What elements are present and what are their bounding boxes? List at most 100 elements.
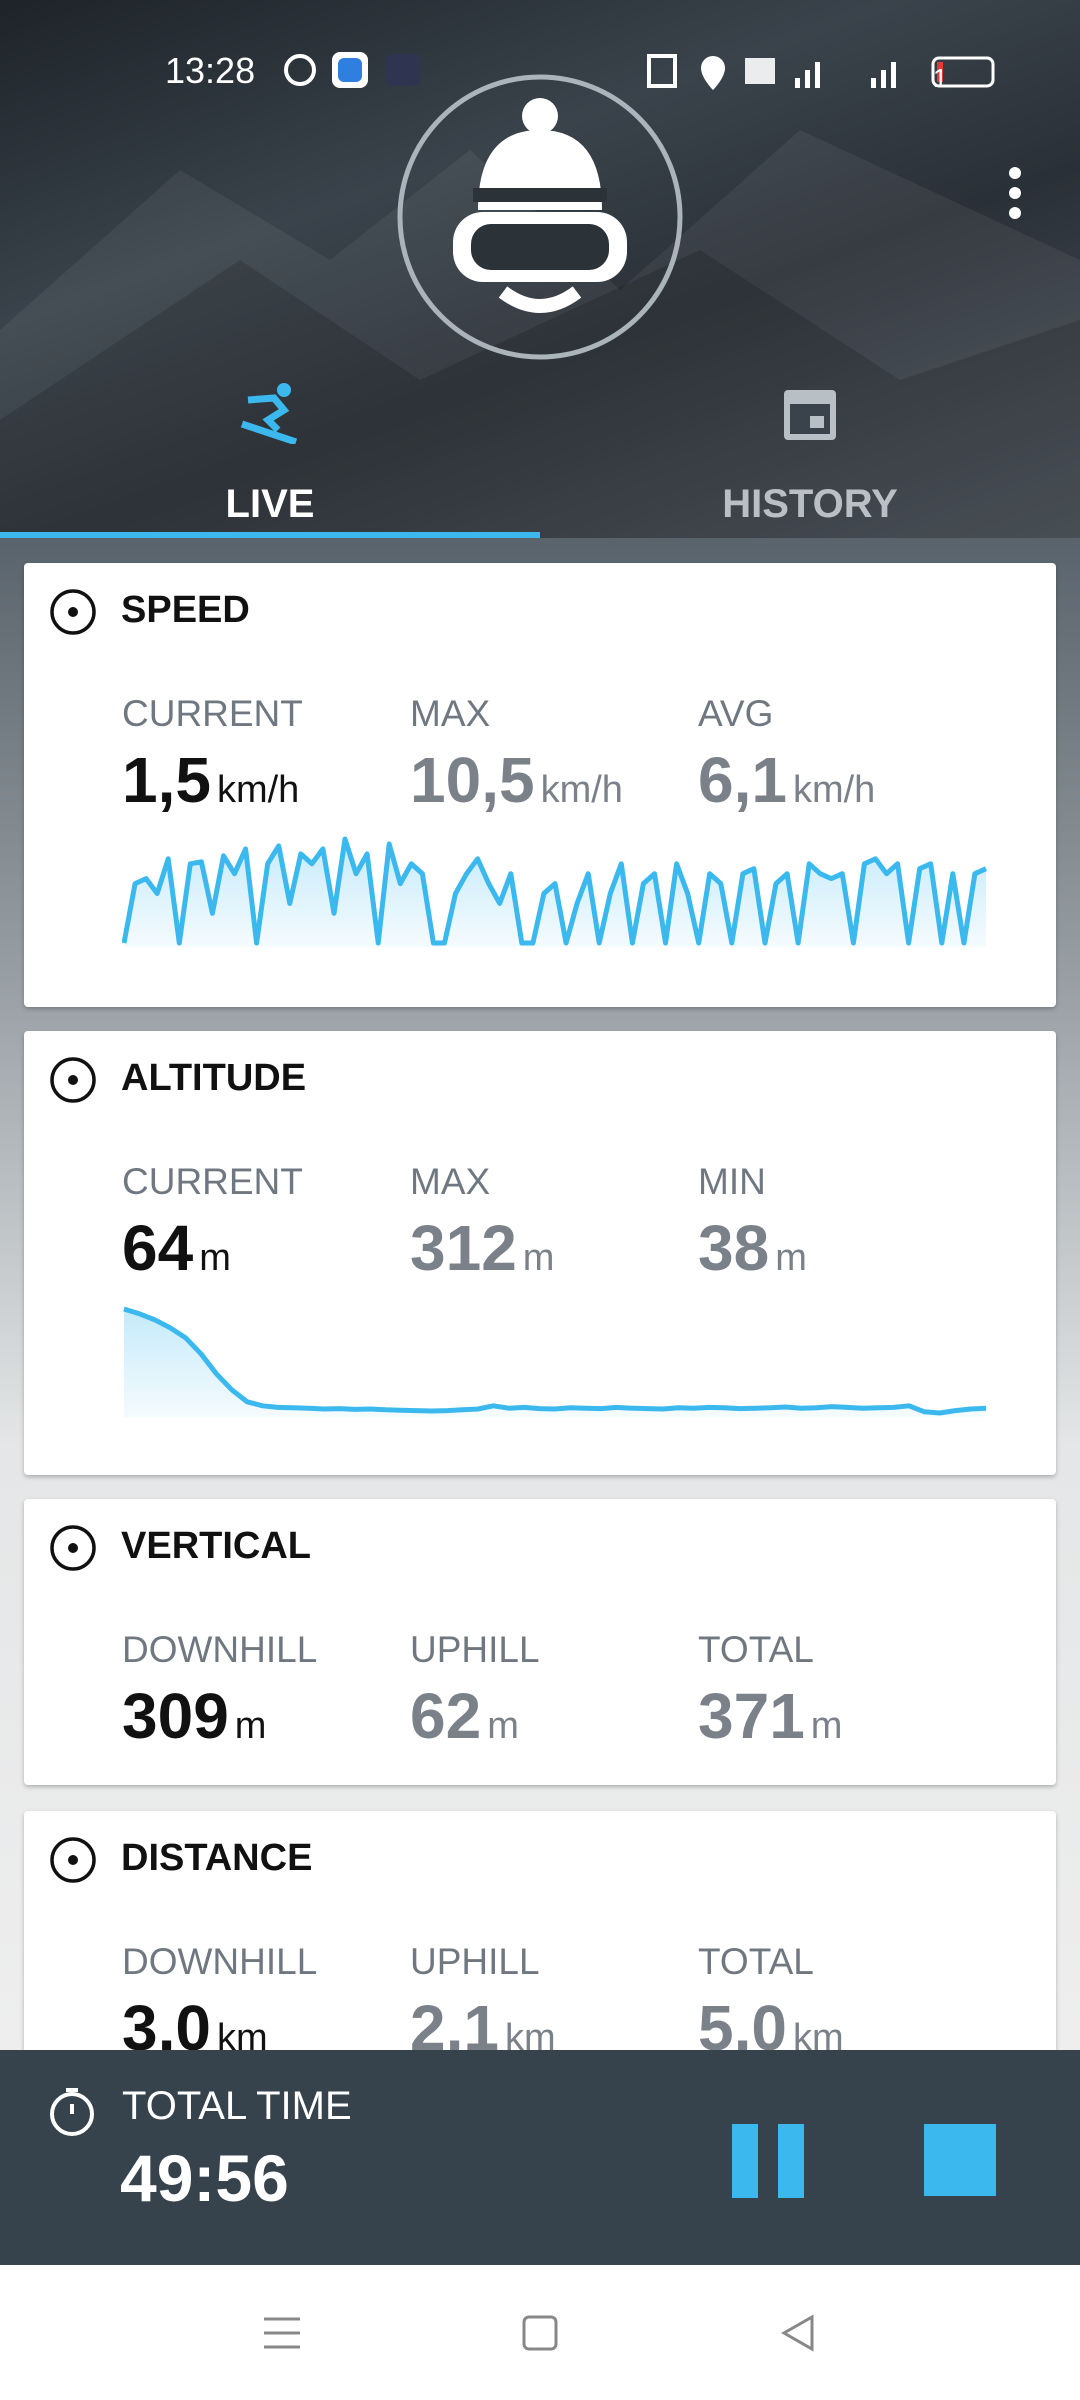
icon [815, 62, 820, 88]
mountain-shape [0, 250, 1080, 538]
system-icons [647, 54, 995, 90]
stat-label: UPHILL [410, 1629, 540, 1670]
stat-label: MIN [698, 1161, 766, 1202]
tab-live[interactable]: LIVE [0, 370, 540, 538]
stat-label: TOTAL [698, 1629, 814, 1670]
ski-icon [240, 383, 298, 444]
stat-value: 6,1 [698, 744, 787, 816]
stat-value-row: 10,5 km/h [410, 743, 690, 817]
card-title: ALTITUDE [121, 1057, 307, 1099]
icon [881, 70, 886, 88]
stat-value: 62 [410, 1680, 482, 1752]
stat-unit: m [487, 1705, 519, 1747]
stat: MAX 10,5 km/h [410, 693, 690, 817]
stat-value: 10,5 [410, 744, 535, 816]
card-icon [50, 1525, 96, 1571]
stat-value-row: 2,1 km [410, 1991, 690, 2050]
header: 13:28 1 LIVE [0, 0, 1080, 538]
stat: MAX 312 m [410, 1161, 690, 1285]
icon [647, 54, 677, 88]
stop-button[interactable] [922, 2122, 998, 2198]
icon [264, 2317, 300, 2349]
icon-dot [68, 1543, 78, 1553]
stat-label: MAX [410, 693, 491, 734]
stat-label: TOTAL [698, 1941, 814, 1982]
stat-unit: m [810, 1705, 843, 1747]
stat-label: UPHILL [410, 1941, 540, 1982]
tab-label: HISTORY [722, 482, 898, 526]
stat-value-row: 1,5 km/h [122, 743, 402, 817]
stat-unit: km/h [540, 769, 623, 811]
stat: AVG 6,1 km/h [698, 693, 978, 817]
stat-label: DOWNHILL [122, 1941, 318, 1982]
stat-unit: m [775, 1237, 807, 1279]
notification-icons [284, 52, 420, 88]
card-list: SPEED CURRENT 1,5 km/h MAX 10,5 km/h AVG 6,1 km/h… [0, 538, 1080, 2050]
stat-unit: km [504, 2017, 556, 2050]
icon [810, 416, 824, 428]
icon [284, 54, 316, 86]
icon [805, 70, 810, 88]
stat-unit: km [216, 2017, 268, 2050]
card-icon [50, 589, 96, 635]
icon [277, 383, 291, 397]
avatar-ring [397, 74, 683, 360]
stat-label: MAX [410, 1161, 491, 1202]
icon-ring [50, 589, 96, 635]
battery [931, 56, 995, 88]
stat: CURRENT 64 m [122, 1161, 402, 1285]
stat-unit: m [522, 1237, 555, 1279]
nav-back[interactable] [778, 2313, 818, 2353]
card-title: VERTICAL [121, 1525, 311, 1567]
stat-value-row: 3,0 km [122, 1991, 402, 2050]
stat: TOTAL 5,0 km [698, 1941, 978, 2050]
timer-bar: TOTAL TIME 49:56 [0, 2050, 1080, 2265]
beanie-stripe [473, 188, 607, 202]
tab-history[interactable]: HISTORY [540, 370, 1080, 538]
icon-ring [50, 1837, 96, 1883]
sparkline [122, 836, 988, 947]
menu-button[interactable] [1000, 165, 1030, 225]
stat-value-row: 371 m [698, 1679, 978, 1753]
menu-dot [1009, 167, 1021, 179]
stat: UPHILL 62 m [410, 1629, 690, 1753]
stat-value-row: 5,0 km [698, 1991, 978, 2050]
stat-card: DISTANCE DOWNHILL 3,0 km UPHILL 2,1 km TOTAL 5,0… [24, 1811, 1056, 2050]
timer-label: TOTAL TIME [122, 2084, 352, 2128]
stat-value: 5,0 [698, 1992, 787, 2050]
stopwatch-icon [50, 2088, 94, 2136]
chart-line [122, 836, 988, 946]
stat-value: 1,5 [122, 744, 211, 816]
icon [732, 2124, 758, 2198]
chart-area [124, 1309, 986, 1417]
icon [386, 54, 420, 86]
stat: MIN 38 m [698, 1161, 978, 1285]
icon [795, 78, 800, 88]
icon-ring [50, 1525, 96, 1571]
stat-value-row: 312 m [410, 1211, 690, 1285]
stat: UPHILL 2,1 km [410, 1941, 690, 2050]
avatar[interactable] [393, 70, 687, 364]
chart-line [123, 1306, 987, 1416]
nav-home[interactable] [520, 2313, 560, 2353]
icon [778, 2124, 804, 2198]
stat-unit: m [199, 1237, 231, 1279]
status-time: 13:28 [165, 50, 256, 91]
stat-label: CURRENT [122, 1161, 303, 1202]
icon [338, 58, 362, 82]
icon [891, 62, 896, 88]
stat: TOTAL 371 m [698, 1629, 978, 1753]
stat-value: 3,0 [122, 1992, 211, 2050]
icon-dot [68, 607, 78, 617]
stat-label: CURRENT [122, 693, 303, 734]
nav-menu[interactable] [262, 2313, 302, 2353]
card-icon [50, 1837, 96, 1883]
menu-dot [1009, 187, 1021, 199]
menu-dot [1009, 207, 1021, 219]
stat-unit: km/h [216, 769, 300, 811]
stat-unit: m [234, 1705, 267, 1747]
icon [924, 2124, 996, 2196]
card-icon [50, 1057, 96, 1103]
pause-button[interactable] [730, 2122, 806, 2200]
